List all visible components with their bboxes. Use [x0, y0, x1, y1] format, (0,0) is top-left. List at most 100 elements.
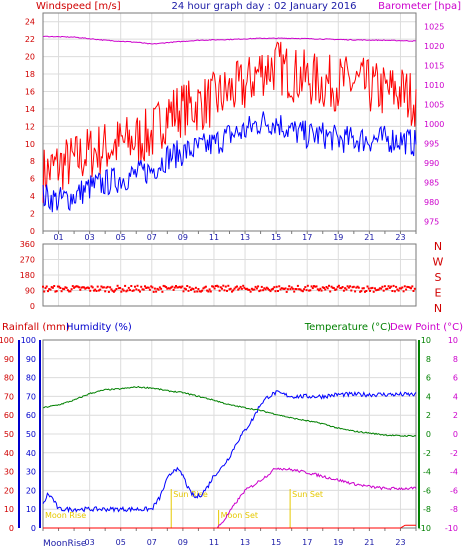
direction-point	[329, 290, 332, 293]
x-tick-label: 01	[53, 233, 63, 242]
direction-point	[315, 285, 318, 288]
direction-point	[284, 287, 287, 290]
direction-point	[194, 286, 197, 289]
direction-point	[101, 286, 104, 289]
direction-point	[58, 285, 61, 288]
direction-point	[332, 287, 335, 290]
direction-point	[55, 290, 58, 293]
direction-point	[117, 287, 120, 290]
direction-point	[367, 287, 370, 290]
direction-point	[318, 289, 320, 292]
direction-point	[294, 288, 297, 290]
event-label: Moon Set	[221, 511, 258, 520]
direction-point	[393, 290, 396, 293]
direction-point	[243, 286, 246, 289]
humidity-tick-label: 30	[26, 468, 36, 477]
temperature-tick-label: 4	[426, 392, 431, 401]
direction-point	[70, 288, 73, 291]
direction-point	[197, 288, 200, 290]
humidity-tick-label: 100	[21, 336, 36, 345]
x-tick-label: 15	[271, 538, 281, 547]
direction-point	[310, 285, 313, 288]
direction-point	[116, 284, 119, 287]
direction-point	[265, 286, 268, 289]
x-tick-label: 11	[209, 233, 219, 242]
direction-point	[80, 286, 83, 289]
direction-point	[259, 289, 262, 292]
moonrise-label: MoonRise	[43, 539, 87, 549]
dewpoint-tick-label: -8	[450, 505, 458, 514]
temperature-tick-label: 0	[426, 430, 431, 439]
direction-point	[270, 288, 273, 291]
y-left-tick-label: 10	[25, 140, 35, 149]
direction-point	[405, 288, 408, 291]
direction-point	[403, 285, 406, 288]
humidity-tick-label: 10	[26, 505, 36, 514]
direction-point	[349, 285, 352, 288]
direction-point	[410, 287, 412, 290]
temperature-tick-label: -8	[423, 505, 431, 514]
direction-point	[185, 288, 187, 291]
humidity-tick-label: 50	[26, 430, 36, 439]
x-tick-label: 19	[333, 233, 343, 242]
y-left-tick-label: 20	[25, 53, 35, 62]
direction-point	[237, 288, 240, 291]
direction-point	[304, 286, 307, 289]
direction-point	[390, 285, 393, 288]
barometer-axis-label: Barometer [hpa]	[378, 1, 461, 12]
x-tick-label: 21	[364, 538, 374, 547]
direction-point	[54, 290, 57, 293]
humidity-tick-label: 60	[26, 411, 36, 420]
direction-point	[115, 288, 118, 290]
x-tick-label: 03	[85, 233, 95, 242]
direction-point	[370, 287, 373, 290]
direction-point	[152, 290, 155, 293]
rainfall-tick-label: 10	[4, 505, 14, 514]
dewpoint-tick-label: -2	[450, 449, 458, 458]
direction-point	[217, 285, 220, 288]
compass-label: E	[435, 287, 442, 300]
direction-point	[177, 286, 180, 289]
direction-point	[91, 286, 94, 289]
y-right-tick-label: 1010	[424, 81, 444, 90]
direction-point	[377, 288, 380, 291]
direction-point	[65, 286, 68, 289]
direction-point	[412, 290, 415, 292]
direction-point	[188, 286, 191, 289]
direction-point	[209, 290, 212, 293]
y-left-tick-label: 4	[30, 192, 35, 201]
direction-point	[313, 285, 315, 288]
direction-point	[309, 289, 312, 292]
humidity-tick-label: 80	[26, 374, 36, 383]
dewpoint-tick-label: -4	[450, 468, 458, 477]
direction-point	[214, 285, 217, 287]
direction-point	[354, 290, 357, 293]
humidity-tick-label: 40	[26, 449, 36, 458]
direction-point	[408, 286, 411, 289]
direction-point	[110, 288, 113, 291]
direction-point	[150, 285, 153, 288]
direction-point	[78, 286, 81, 289]
direction-point	[254, 285, 257, 288]
x-tick-label: 09	[178, 233, 188, 242]
direction-point	[250, 287, 253, 290]
direction-point	[139, 290, 141, 293]
direction-point	[365, 290, 368, 292]
direction-point	[66, 289, 69, 292]
dewpoint-tick-label: 8	[453, 355, 458, 364]
direction-point	[106, 285, 109, 288]
direction-point	[176, 286, 179, 289]
direction-point	[383, 285, 386, 288]
direction-point	[402, 290, 405, 293]
direction-point	[369, 289, 371, 292]
direction-point	[122, 289, 125, 292]
dewpoint-tick-label: -6	[450, 486, 458, 495]
series-line-barometer	[42, 35, 417, 45]
rainfall-tick-label: 100	[0, 336, 14, 345]
direction-point	[196, 290, 199, 293]
y-tick-label: 90	[25, 287, 35, 296]
direction-point	[130, 285, 133, 287]
direction-point	[273, 286, 276, 289]
direction-point	[371, 286, 374, 289]
x-tick-label: 21	[364, 233, 374, 242]
